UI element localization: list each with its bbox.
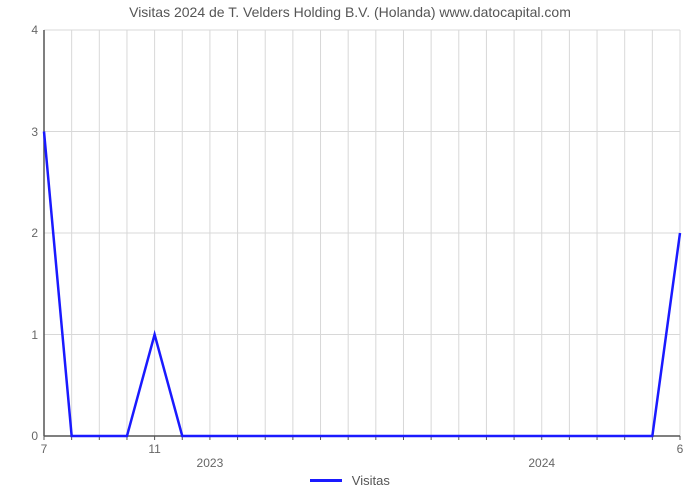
x-tick-label: 11 <box>148 442 160 456</box>
legend-label: Visitas <box>352 473 390 488</box>
x-tick-label: 6 <box>677 442 684 456</box>
y-tick-label: 1 <box>31 328 38 342</box>
y-tick-label: 3 <box>31 125 38 139</box>
chart-title: Visitas 2024 de T. Velders Holding B.V. … <box>0 4 700 20</box>
x-tick-label: 7 <box>41 442 48 456</box>
legend: Visitas <box>0 472 700 488</box>
x-year-label: 2023 <box>197 456 224 470</box>
x-year-label: 2024 <box>528 456 555 470</box>
legend-swatch <box>310 479 342 482</box>
y-tick-label: 2 <box>31 226 38 240</box>
y-tick-label: 4 <box>31 23 38 37</box>
y-tick-label: 0 <box>31 429 38 443</box>
plot-area <box>44 30 680 436</box>
chart-container: Visitas 2024 de T. Velders Holding B.V. … <box>0 0 700 500</box>
